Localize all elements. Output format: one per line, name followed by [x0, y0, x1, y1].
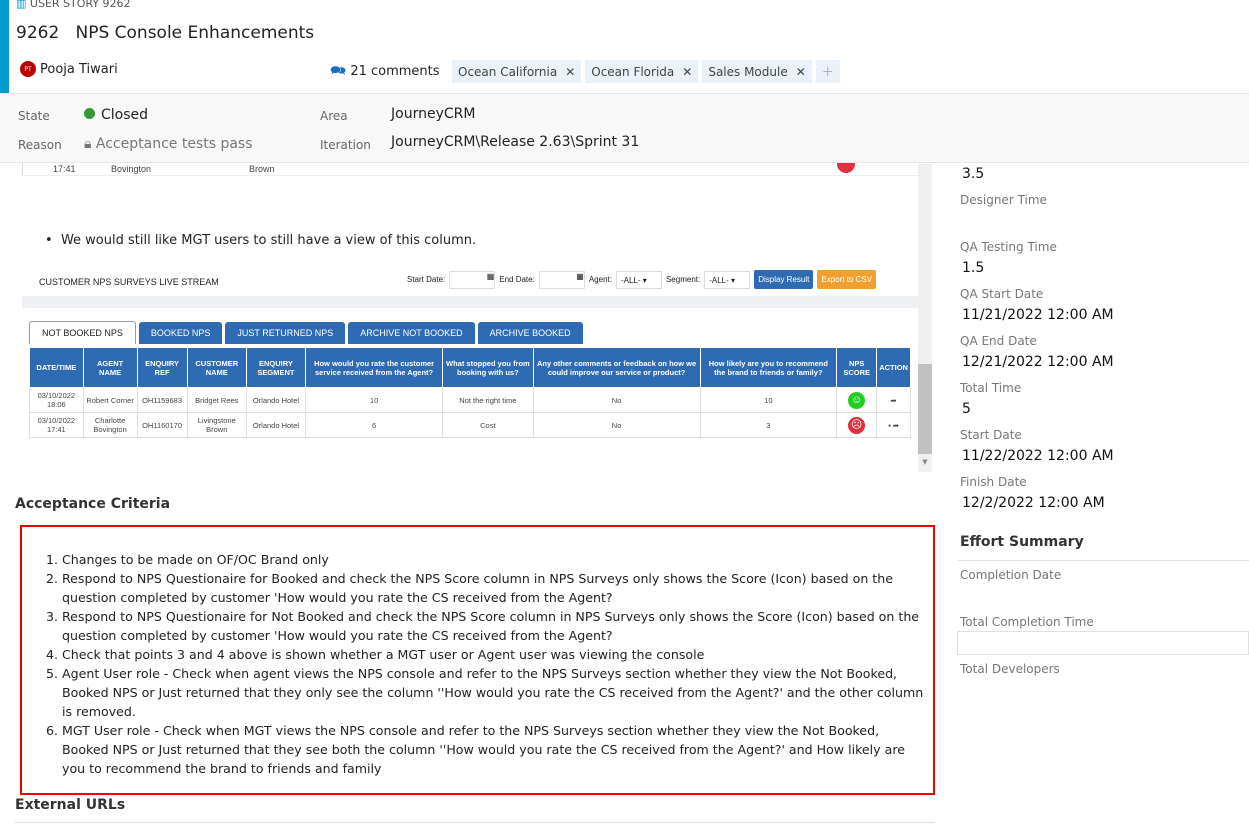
total-completion-time-input[interactable] — [957, 631, 1249, 655]
partial-table-row: 17:41 Bovington Brown — [22, 163, 918, 176]
embedded-screenshot: CUSTOMER NPS SURVEYS LIVE STREAM Start D… — [22, 264, 918, 456]
scrollbar[interactable]: ▼ — [918, 164, 932, 472]
table-cell: Cost — [442, 412, 534, 438]
table-row: 03/10/2022 18:06 Robert Corner OH1159683 Br… — [29, 387, 911, 413]
tab-archive-not-booked[interactable]: ARCHIVE NOT BOOKED — [348, 322, 475, 344]
table-cell: Orlando Hotel — [245, 412, 307, 438]
table-cell: 10 — [305, 387, 444, 413]
tags: Ocean California ✕ Ocean Florida ✕ Sales M… — [452, 60, 844, 83]
column-header: What stopped you from booking with us? — [442, 347, 534, 388]
end-date-input[interactable]: ▦ — [538, 270, 585, 289]
area-label: Area — [320, 109, 348, 123]
table-cell: No — [532, 412, 701, 438]
lock-icon: 🔒︎ — [84, 136, 92, 152]
nps-table: DATE/TIME AGENT NAME ENQUIRY REF CUSTOMER N… — [29, 347, 911, 438]
table-cell: OH1159683 — [136, 387, 188, 413]
fields-band — [0, 93, 1249, 163]
table-cell: No — [532, 387, 701, 413]
table-cell: 3 — [699, 412, 838, 438]
table-cell: Robert Corner — [82, 387, 138, 413]
table-row: 03/10/2022 17:41 Charlotte Bovington OH116… — [29, 412, 911, 438]
tab-just-returned[interactable]: JUST RETURNED NPS — [225, 322, 346, 344]
table-cell: Charlotte Bovington — [82, 412, 138, 438]
table-cell: Not the right time — [442, 387, 534, 413]
close-icon[interactable]: ✕ — [565, 64, 576, 79]
area-field[interactable]: JourneyCRM — [391, 106, 476, 122]
work-item-type: ▥ USER STORY 9262 — [16, 0, 131, 10]
effort-summary-heading: Effort Summary — [960, 534, 1084, 550]
column-header: DATE/TIME — [29, 347, 84, 388]
table-cell: 17:41 — [53, 164, 76, 174]
external-urls-heading: External URLs — [15, 797, 126, 813]
column-header: How would you rate the customer service … — [305, 347, 444, 388]
table-cell: 6 — [305, 412, 444, 438]
acceptance-heading: Acceptance Criteria — [15, 496, 171, 512]
status-dot-icon — [84, 108, 95, 119]
book-icon: ▥ — [16, 0, 27, 10]
happy-face-icon: ☺ — [848, 391, 866, 409]
avatar: PT — [20, 61, 36, 77]
sad-face-icon: ☹ — [848, 416, 866, 434]
state-field[interactable]: Closed — [84, 107, 148, 123]
column-header: ACTION — [876, 347, 911, 388]
iteration-field[interactable]: JourneyCRM\Release 2.63\Sprint 31 — [391, 134, 640, 150]
segment-select[interactable]: -ALL- ▾ — [704, 270, 751, 289]
tag[interactable]: Ocean California ✕ — [452, 60, 582, 83]
state-label: State — [18, 109, 50, 123]
table-cell: Brown — [249, 164, 275, 174]
start-date-input[interactable]: ▦ — [449, 270, 496, 289]
forward-icon[interactable]: ➦ — [876, 387, 911, 413]
add-tag-button[interactable]: ＋ — [815, 60, 840, 83]
page-title[interactable]: 9262 NPS Console Enhancements — [16, 23, 315, 43]
table-cell: 10 — [699, 387, 838, 413]
table-cell: Orlando Hotel — [245, 387, 307, 413]
display-result-button[interactable]: Display Result — [754, 270, 814, 289]
archive-forward-icons[interactable]: ▪ ➦ — [876, 412, 911, 438]
right-panel: 3.5 Designer Time QA Testing Time 1.5 QA… — [935, 164, 1249, 840]
table-cell: 03/10/2022 17:41 — [29, 412, 84, 438]
table-cell: 03/10/2022 18:06 — [29, 387, 84, 413]
export-csv-button[interactable]: Export to CSV — [817, 270, 877, 289]
sad-face-icon — [837, 163, 855, 173]
acceptance-criteria-field[interactable]: Changes to be made on OF/OC Brand only R… — [20, 525, 935, 795]
table-cell: Livingstone Brown — [186, 412, 247, 438]
column-header: CUSTOMER NAME — [186, 347, 247, 388]
close-icon[interactable]: ✕ — [682, 64, 693, 79]
column-header: ENQUIRY SEGMENT — [245, 347, 307, 388]
tab-archive-booked[interactable]: ARCHIVE BOOKED — [477, 322, 583, 344]
column-header: ENQUIRY REF — [136, 347, 188, 388]
assignee[interactable]: PT Pooja Tiwari — [20, 61, 118, 77]
nps-tabs: NOT BOOKED NPS BOOKED NPS JUST RETURNED NP… — [29, 321, 586, 344]
reason-label: Reason — [18, 138, 62, 152]
tab-booked[interactable]: BOOKED NPS — [138, 322, 223, 344]
comment-icon: 🗪 — [330, 64, 347, 79]
embedded-title: CUSTOMER NPS SURVEYS LIVE STREAM — [39, 277, 219, 287]
reason-field: 🔒︎ Acceptance tests pass — [84, 136, 253, 152]
tag[interactable]: Sales Module ✕ — [702, 60, 812, 83]
table-cell: Bovington — [111, 164, 152, 174]
divider — [15, 822, 935, 823]
tag[interactable]: Ocean Florida ✕ — [585, 60, 699, 83]
close-icon[interactable]: ✕ — [795, 64, 806, 79]
column-header: NPS SCORE — [836, 347, 878, 388]
column-header: Any other comments or feedback on how we… — [532, 347, 701, 388]
column-header: AGENT NAME — [82, 347, 138, 388]
column-header: How likely are you to recommend the bran… — [699, 347, 838, 388]
tab-not-booked[interactable]: NOT BOOKED NPS — [29, 321, 136, 344]
description-bullet: • We would still like MGT users to still… — [45, 233, 477, 248]
comments-link[interactable]: 🗪 21 comments — [330, 64, 440, 79]
table-cell: Bridget Rees — [186, 387, 247, 413]
work-item-color-bar — [0, 0, 9, 93]
iteration-label: Iteration — [320, 138, 371, 152]
table-cell: OH1160170 — [136, 412, 188, 438]
agent-select[interactable]: -ALL- ▾ — [615, 270, 662, 289]
